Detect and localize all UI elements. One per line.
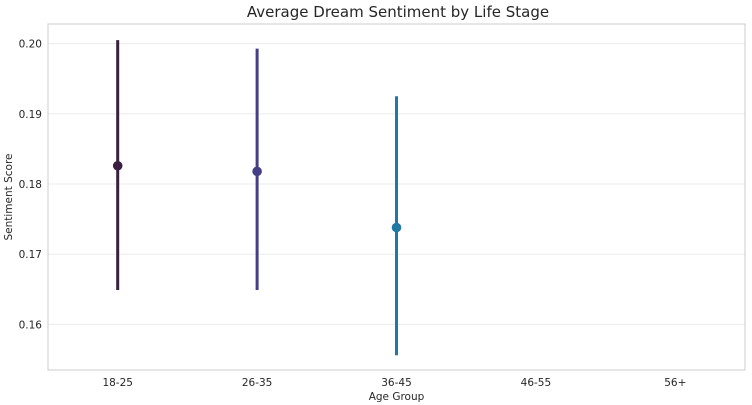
y-tick-label: 0.19 <box>19 109 42 121</box>
x-tick-label: 36-45 <box>381 377 412 389</box>
x-tick-label: 46-55 <box>521 377 552 389</box>
y-tick-label: 0.20 <box>19 39 42 51</box>
y-tick-label: 0.18 <box>19 179 42 191</box>
x-axis-label: Age Group <box>368 391 425 403</box>
x-tick-label: 26-35 <box>242 377 273 389</box>
y-tick-label: 0.17 <box>19 249 42 261</box>
x-tick-label: 18-25 <box>102 377 133 389</box>
data-point <box>252 166 262 177</box>
plot-frame <box>47 23 746 371</box>
chart-title: Average Dream Sentiment by Life Stage <box>246 3 550 21</box>
data-point <box>391 222 402 233</box>
x-tick-label: 56+ <box>664 377 686 389</box>
y-tick-label: 0.16 <box>19 319 43 331</box>
data-point <box>112 160 123 171</box>
